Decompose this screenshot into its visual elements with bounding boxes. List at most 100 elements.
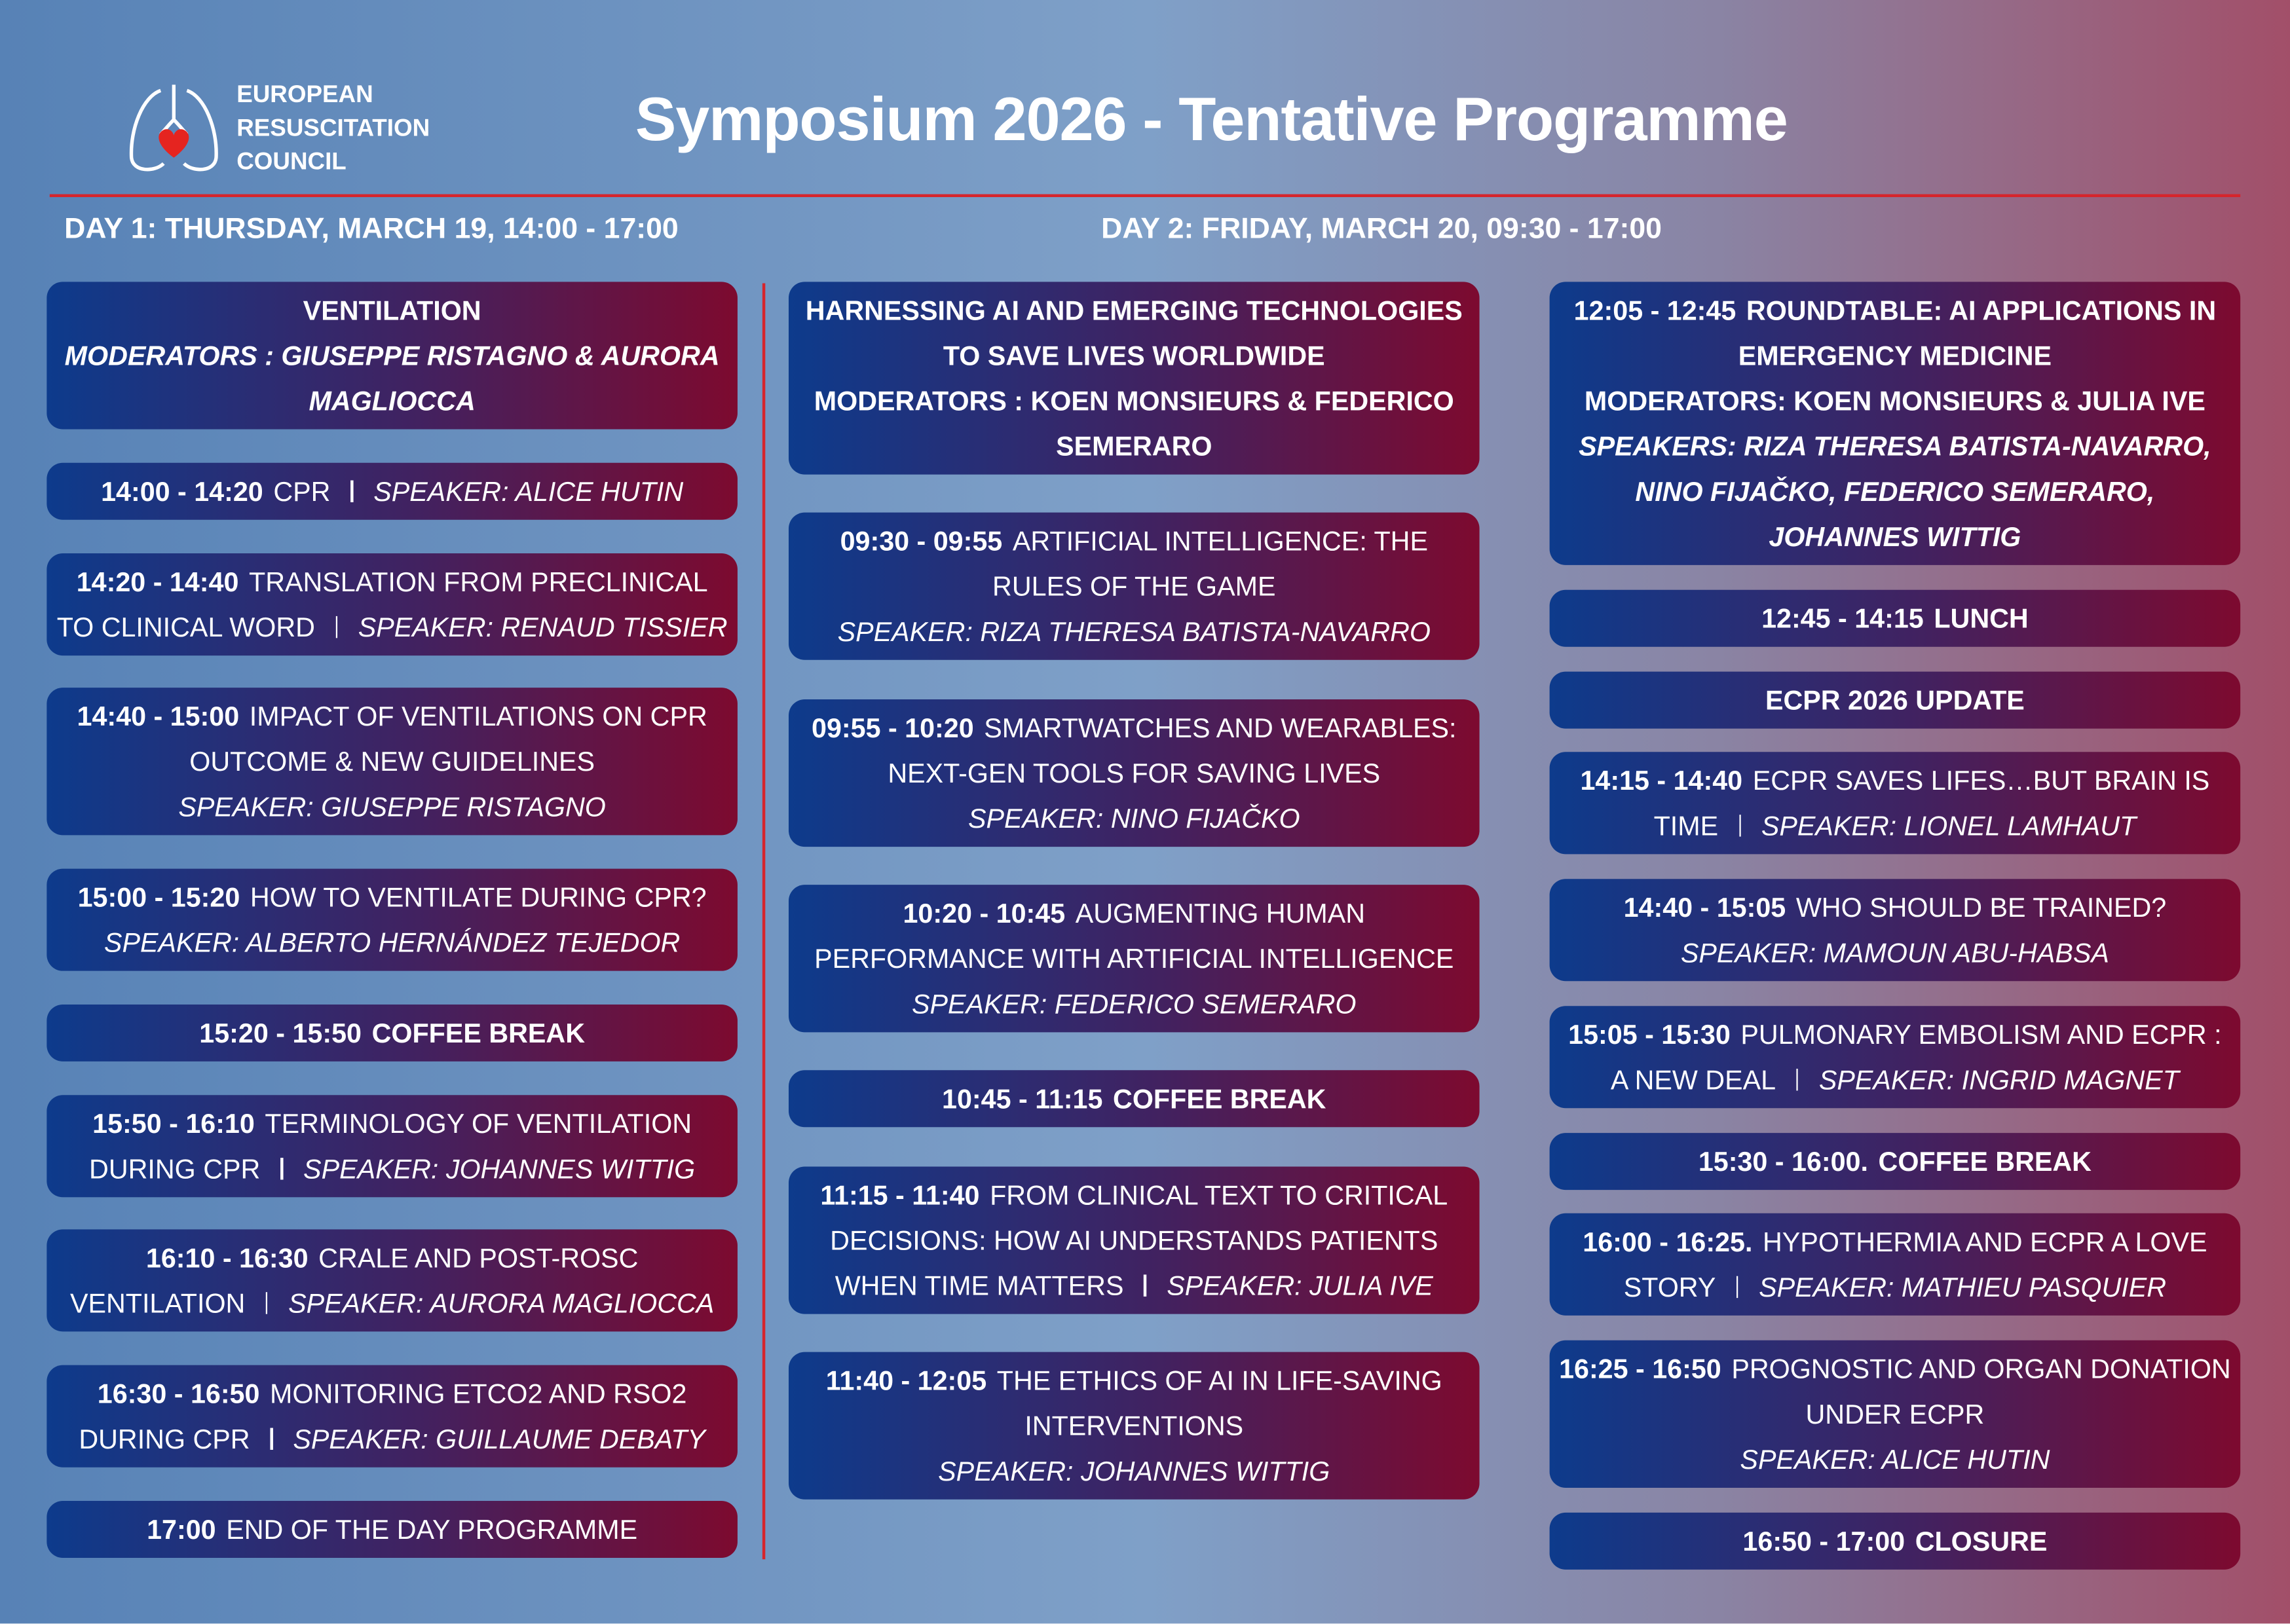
separator — [350, 480, 354, 502]
session-box: VENTILATION MODERATORS : GIUSEPPE RISTAGN… — [47, 282, 738, 430]
speakers: SPEAKERS: RIZA THERESA BATISTA-NAVARRO, … — [1579, 430, 2211, 552]
session-title: END OF THE DAY PROGRAMME — [226, 1513, 638, 1545]
session-box: 09:55 - 10:20 SMARTWATCHES AND WEARABLES:… — [788, 699, 1480, 847]
speaker: SPEAKER: ALBERTO HERNÁNDEZ TEJEDOR — [103, 927, 681, 958]
org-line: EUROPEAN — [236, 81, 373, 108]
session-title: COFFEE BREAK — [1878, 1145, 2092, 1177]
session-box: 12:45 - 14:15 LUNCH — [1549, 589, 2241, 647]
session-box: 15:50 - 16:10 TERMINOLOGY OF VENTILATION … — [47, 1094, 738, 1197]
session-box: 14:40 - 15:00 IMPACT OF VENTILATIONS ON C… — [47, 688, 738, 836]
session-title: ECPR 2026 UPDATE — [1765, 684, 2025, 715]
session-title: LUNCH — [1934, 602, 2029, 634]
session-title: CPR — [273, 475, 331, 507]
session-title: HYPOTHERMIA AND ECPR A LOVE STORY — [1623, 1227, 2207, 1303]
speaker: SPEAKER: JULIA IVE — [1167, 1269, 1433, 1301]
session-title: CRALE AND POST-ROSC VENTILATION — [69, 1243, 639, 1320]
session-time: 16:50 - 17:00 — [1742, 1525, 1905, 1557]
session-title: ARTIFICIAL INTELLIGENCE: THE RULES OF TH… — [992, 526, 1428, 602]
session-time: 11:40 - 12:05 — [825, 1365, 987, 1396]
speaker: SPEAKER: ALICE HUTIN — [373, 475, 684, 507]
session-box: 15:20 - 15:50 COFFEE BREAK — [47, 1004, 738, 1061]
speaker: SPEAKER: NINO FIJAČKO — [968, 802, 1300, 834]
session-box: 11:40 - 12:05 THE ETHICS OF AI IN LIFE-SA… — [788, 1352, 1480, 1500]
day2-column: 12:05 - 12:45 ROUNDTABLE: AI APPLICATIONS… — [1549, 282, 2241, 1570]
session-time: 15:30 - 16:00. — [1698, 1145, 1868, 1177]
session-title: PROGNOSTIC AND ORGAN DONATION UNDER ECPR — [1731, 1354, 2231, 1430]
session-box: ECPR 2026 UPDATE — [1549, 671, 2241, 728]
session-time: 16:10 - 16:30 — [145, 1243, 309, 1274]
org-line: RESUSCITATION — [236, 115, 430, 142]
session-box: 16:00 - 16:25. HYPOTHERMIA AND ECPR A LOV… — [1549, 1213, 2241, 1316]
speaker: SPEAKER: RIZA THERESA BATISTA-NAVARRO — [837, 616, 1431, 648]
session-time: 16:00 - 16:25. — [1583, 1227, 1753, 1258]
speaker: SPEAKER: LIONEL LAMHAUT — [1761, 811, 2137, 841]
session-box: 16:30 - 16:50 MONITORING ETCO2 AND RSO2 D… — [47, 1365, 738, 1468]
session-box: 15:30 - 16:00. COFFEE BREAK — [1549, 1132, 2241, 1190]
speaker: SPEAKER: AURORA MAGLIOCCA — [288, 1288, 715, 1320]
session-box: 16:50 - 17:00 CLOSURE — [1549, 1512, 2241, 1570]
session-box: 09:30 - 09:55 ARTIFICIAL INTELLIGENCE: TH… — [788, 513, 1480, 661]
session-box: 16:10 - 16:30 CRALE AND POST-ROSC VENTILA… — [47, 1230, 738, 1333]
separator — [1796, 1068, 1799, 1091]
divider — [49, 194, 2241, 197]
session-time: 16:25 - 16:50 — [1559, 1354, 1721, 1384]
session-time: 12:05 - 12:45 — [1573, 295, 1736, 326]
session-time: 14:20 - 14:40 — [76, 566, 239, 597]
speaker: SPEAKER: RENAUD TISSIER — [358, 611, 728, 642]
session-title: CLOSURE — [1915, 1525, 2048, 1557]
day1-column: VENTILATION MODERATORS : GIUSEPPE RISTAGN… — [47, 282, 738, 1558]
session-time: 14:40 - 15:05 — [1623, 892, 1786, 923]
separator — [280, 1157, 283, 1179]
speaker: SPEAKER: FEDERICO SEMERARO — [912, 988, 1357, 1020]
speaker: SPEAKER: MATHIEU PASQUIER — [1759, 1272, 2167, 1303]
session-box: HARNESSING AI AND EMERGING TECHNOLOGIES … — [788, 282, 1480, 475]
org-name: EUROPEAN RESUSCITATION COUNCIL — [236, 79, 430, 179]
session-title: TRANSLATION FROM PRECLINICAL TO CLINICAL… — [56, 566, 708, 642]
session-box: 12:05 - 12:45 ROUNDTABLE: AI APPLICATIONS… — [1549, 282, 2241, 565]
session-title: TERMINOLOGY OF VENTILATION DURING CPR — [89, 1107, 692, 1184]
session-title: FROM CLINICAL TEXT TO CRITICAL DECISIONS… — [830, 1179, 1448, 1301]
session-box: 16:25 - 16:50 PROGNOSTIC AND ORGAN DONATI… — [1549, 1340, 2241, 1488]
moderators: MODERATORS : GIUSEPPE RISTAGNO & AURORA … — [64, 340, 720, 416]
session-time: 09:55 - 10:20 — [812, 712, 974, 743]
session-time: 11:15 - 11:40 — [820, 1179, 980, 1210]
session-time: 15:50 - 16:10 — [92, 1107, 255, 1139]
separator — [270, 1428, 273, 1450]
speaker: SPEAKER: INGRID MAGNET — [1818, 1063, 2179, 1095]
session-box: 14:00 - 14:20 CPR SPEAKER: ALICE HUTIN — [47, 462, 738, 520]
session-title: HOW TO VENTILATE DURING CPR? — [250, 881, 707, 913]
day-heading: DAY 2: FRIDAY, MARCH 20, 09:30 - 17:00 — [1101, 213, 1662, 246]
session-title: PULMONARY EMBOLISM AND ECPR : A NEW DEAL — [1610, 1018, 2222, 1095]
session-title: ROUNDTABLE: AI APPLICATIONS IN EMERGENCY… — [1738, 295, 2217, 371]
session-title: VENTILATION — [303, 295, 481, 326]
session-time: 17:00 — [147, 1513, 216, 1545]
session-time: 14:00 - 14:20 — [101, 475, 263, 507]
speaker: SPEAKER: MAMOUN ABU-HABSA — [1680, 937, 2109, 969]
session-time: 09:30 - 09:55 — [840, 526, 1003, 557]
separator — [335, 615, 338, 638]
session-title: COFFEE BREAK — [1113, 1084, 1326, 1115]
session-box: 10:20 - 10:45 AUGMENTING HUMAN PERFORMANC… — [788, 885, 1480, 1033]
speaker: SPEAKER: GIUSEPPE RISTAGNO — [178, 792, 606, 822]
session-box: 10:45 - 11:15 COFFEE BREAK — [788, 1070, 1480, 1128]
session-box: 14:20 - 14:40 TRANSLATION FROM PRECLINICA… — [47, 552, 738, 655]
separator — [1736, 1276, 1738, 1299]
moderators: MODERATORS: KOEN MONSIEURS & JULIA IVE — [1584, 385, 2206, 416]
session-title: SMARTWATCHES AND WEARABLES: NEXT-GEN TOO… — [888, 712, 1457, 788]
separator — [265, 1292, 268, 1315]
session-time: 16:30 - 16:50 — [97, 1378, 260, 1409]
page-title: Symposium 2026 - Tentative Programme — [635, 84, 1788, 154]
day2-column: HARNESSING AI AND EMERGING TECHNOLOGIES … — [788, 282, 1480, 1500]
session-title: THE ETHICS OF AI IN LIFE-SAVING INTERVEN… — [996, 1365, 1442, 1441]
day-heading: DAY 1: THURSDAY, MARCH 19, 14:00 - 17:00 — [64, 213, 679, 246]
session-box: 15:05 - 15:30 PULMONARY EMBOLISM AND ECPR… — [1549, 1005, 2241, 1108]
session-title: AUGMENTING HUMAN PERFORMANCE WITH ARTIFI… — [814, 898, 1454, 974]
session-box: 14:40 - 15:05 WHO SHOULD BE TRAINED? SPEAK… — [1549, 879, 2241, 982]
session-title: WHO SHOULD BE TRAINED? — [1795, 892, 2167, 923]
moderators: MODERATORS : KOEN MONSIEURS & FEDERICO S… — [814, 385, 1454, 462]
session-box: 11:15 - 11:40 FROM CLINICAL TEXT TO CRITI… — [788, 1166, 1480, 1314]
session-title: COFFEE BREAK — [371, 1017, 585, 1048]
session-title: ECPR SAVES LIFES…BUT BRAIN IS TIME — [1653, 765, 2210, 841]
